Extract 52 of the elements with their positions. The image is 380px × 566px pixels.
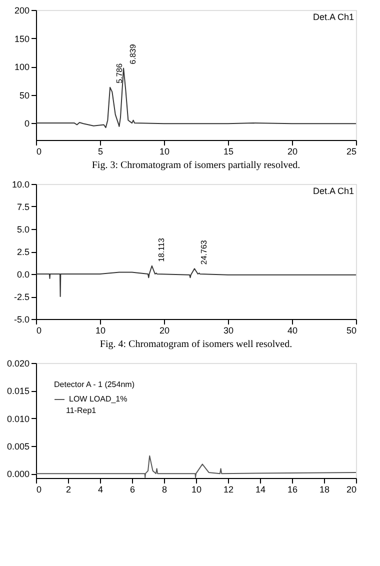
y-tick-label: 0.010 [6, 414, 30, 424]
x-tick-label: 18 [319, 484, 330, 494]
annotation: 11-Rep1 [66, 406, 97, 415]
line-series [36, 265, 356, 297]
x-tick-label: 0 [36, 484, 42, 494]
x-tick-label: 40 [287, 326, 298, 336]
annotation: Det.A Ch1 [312, 12, 354, 22]
y-tick-label: 200 [14, 6, 30, 16]
caption: Fig. 3: Chromatogram of isomers partially resolved. [92, 160, 300, 171]
legend-title: Detector A - 1 (254nm) [54, 380, 135, 389]
x-tick-label: 15 [223, 146, 234, 156]
x-tick-label: 6 [130, 484, 136, 494]
x-tick-label: 20 [346, 484, 356, 494]
y-tick-label: -5.0 [14, 314, 30, 324]
y-tick-label: 0.0 [16, 270, 30, 280]
x-tick-label: 16 [287, 484, 298, 494]
y-tick-label: 0.020 [6, 358, 30, 368]
x-tick-label: 0 [36, 146, 42, 156]
x-tick-label: 8 [162, 484, 168, 494]
x-tick-label: 4 [98, 484, 104, 494]
y-tick-label: 0.015 [6, 386, 30, 396]
x-tick-label: 14 [255, 484, 266, 494]
x-tick-label: 50 [346, 326, 356, 336]
y-tick-label: 100 [14, 62, 30, 72]
y-tick-label: 5.0 [16, 224, 30, 234]
x-tick-label: 2 [66, 484, 72, 494]
x-tick-label: 10 [191, 484, 202, 494]
y-tick-label: 150 [14, 34, 30, 44]
y-tick-label: 0.005 [6, 441, 30, 452]
x-tick-label: 10 [95, 326, 106, 336]
x-tick-label: 20 [159, 326, 170, 336]
annotation: 24.763 [199, 240, 208, 265]
annotation: 18.113 [156, 237, 166, 262]
annotation: 5.786 [115, 62, 124, 84]
x-tick-label: 25 [346, 146, 356, 156]
y-tick-label: 0.000 [6, 469, 30, 480]
annotation: Det.A Ch1 [312, 186, 354, 196]
y-tick-label: 2.5 [16, 247, 30, 257]
caption: Fig. 4: Chromatogram of isomers well resolved. [100, 339, 292, 350]
y-tick-label: 10.0 [12, 180, 30, 190]
x-tick-label: 0 [36, 326, 42, 336]
x-tick-label: 10 [159, 146, 170, 156]
x-tick-label: 30 [223, 326, 234, 336]
x-tick-label: 5 [98, 146, 104, 156]
annotation: 6.839 [128, 44, 138, 64]
y-tick-label: -2.5 [14, 292, 30, 302]
x-tick-label: 12 [223, 484, 234, 494]
y-tick-label: 7.5 [16, 202, 30, 212]
y-tick-label: 50 [19, 90, 30, 100]
legend-label: LOW LOAD_1% [69, 394, 128, 404]
x-tick-label: 20 [287, 146, 298, 156]
y-tick-label: 0 [24, 118, 30, 129]
